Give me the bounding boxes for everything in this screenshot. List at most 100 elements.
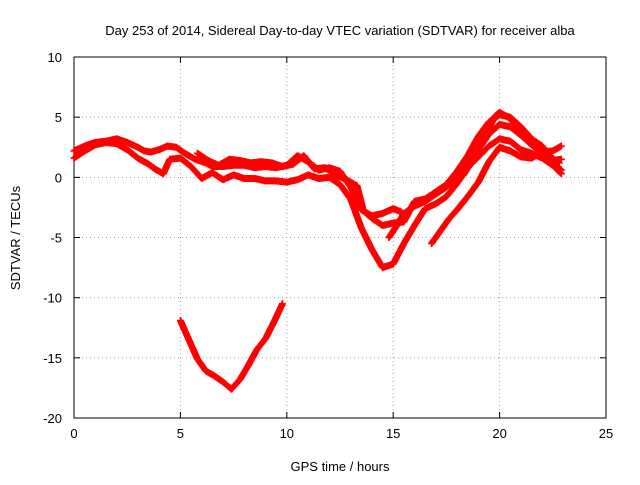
data-point: [253, 177, 257, 180]
data-point: [147, 162, 150, 166]
data-point: [557, 161, 561, 165]
x-tick-label: 0: [70, 426, 77, 441]
data-point: [434, 192, 437, 196]
data-point: [94, 143, 97, 147]
data-point: [179, 156, 182, 160]
data-point: [519, 155, 523, 159]
data-point: [213, 374, 216, 378]
data-point: [174, 146, 178, 149]
data-point: [285, 180, 288, 184]
data-point: [334, 173, 337, 177]
axis-ticks: [73, 56, 607, 419]
data-point: [281, 165, 284, 168]
data-point: [392, 262, 395, 266]
data-point: [264, 165, 267, 168]
data-point: [126, 141, 129, 144]
x-tick-label: 10: [280, 426, 294, 441]
data-point: [423, 200, 427, 203]
chart-title: Day 253 of 2014, Sidereal Day-to-day VTE…: [105, 23, 575, 38]
data-point: [560, 168, 563, 172]
data-point: [523, 130, 527, 133]
data-point: [149, 150, 152, 154]
data-point: [498, 123, 501, 126]
data-point: [530, 156, 533, 160]
y-axis-label: SDTVAR / TECUs: [8, 185, 23, 290]
data-point: [217, 164, 220, 167]
data-point: [302, 154, 306, 157]
data-point: [519, 134, 523, 137]
data-point: [83, 149, 86, 153]
data-point: [381, 266, 384, 269]
data-point: [445, 195, 448, 198]
data-point: [306, 173, 310, 177]
data-point: [413, 205, 416, 208]
data-point: [387, 236, 391, 239]
data-point: [72, 149, 76, 153]
data-point: [206, 159, 210, 162]
y-tick-label: -15: [43, 351, 62, 366]
data-point: [560, 158, 563, 161]
y-tick-label: 10: [48, 50, 62, 65]
data-point: [392, 221, 395, 225]
data-point: [126, 148, 129, 151]
data-point: [466, 195, 469, 198]
data-point: [166, 144, 169, 148]
data-point: [466, 154, 469, 157]
data-point: [413, 200, 416, 203]
data-point: [402, 212, 406, 215]
data-point: [328, 176, 331, 179]
data-point: [296, 154, 299, 157]
data-point: [392, 207, 395, 210]
data-point: [345, 178, 348, 181]
x-tick-label: 5: [177, 426, 184, 441]
data-point: [162, 172, 165, 175]
data-point: [255, 348, 259, 351]
data-point: [291, 162, 295, 166]
data-point: [434, 202, 437, 206]
data-point: [183, 152, 186, 155]
data-point: [445, 185, 448, 189]
data-point: [243, 177, 246, 180]
data-point: [211, 171, 214, 174]
data-point: [381, 224, 384, 227]
data-point: [402, 220, 406, 224]
data-point: [509, 149, 512, 153]
data-point: [274, 179, 278, 183]
y-tick-label: -20: [43, 411, 62, 426]
data-point: [168, 158, 171, 161]
data-point: [413, 224, 416, 227]
data-point: [487, 144, 491, 148]
data-point: [230, 387, 233, 391]
data-point: [381, 212, 384, 215]
data-point: [270, 161, 274, 165]
data-point: [281, 302, 284, 305]
data-point: [238, 159, 242, 162]
data-point: [430, 242, 433, 245]
data-point: [228, 158, 231, 161]
data-point: [157, 148, 161, 151]
data-point: [455, 176, 459, 179]
data-point: [72, 156, 76, 160]
data-point: [143, 149, 146, 153]
data-point: [153, 167, 157, 171]
series-arc-2: [70, 135, 565, 272]
data-point: [455, 208, 459, 212]
data-point: [402, 242, 406, 245]
data-point: [560, 144, 563, 148]
x-tick-label: 15: [386, 426, 400, 441]
data-point: [247, 363, 250, 367]
data-point: [221, 380, 225, 384]
data-point: [506, 115, 510, 119]
data-point: [194, 158, 197, 161]
data-point: [349, 185, 352, 189]
data-point: [515, 124, 518, 127]
data-point: [349, 197, 352, 201]
data-point: [394, 226, 397, 230]
y-tick-label: 0: [55, 170, 62, 185]
y-tick-label: 5: [55, 110, 62, 125]
data-point: [370, 217, 374, 220]
y-tick-label: -10: [43, 291, 62, 306]
